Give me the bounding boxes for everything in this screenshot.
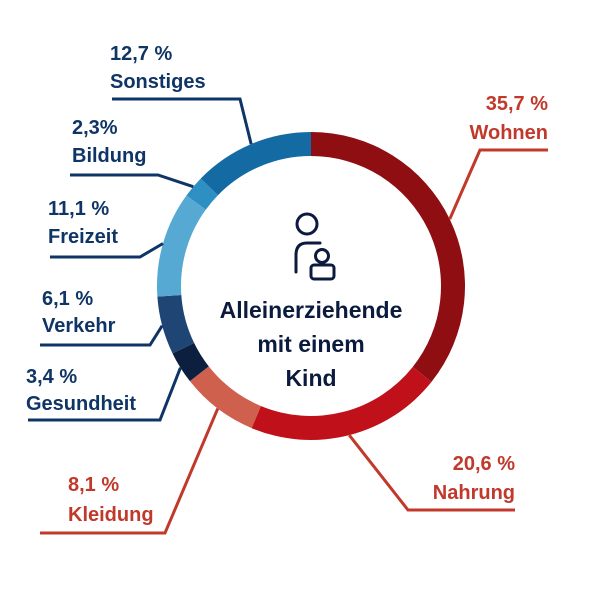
slice-freizeit (157, 195, 206, 297)
slice-wohnen (311, 132, 465, 382)
center-title-line-1: Alleinerziehende (220, 297, 403, 323)
center-title-line-3: Kind (285, 365, 336, 391)
slice-nahrung (251, 366, 432, 440)
slice-bildung (186, 178, 218, 210)
center-title: Alleinerziehende mit einem Kind (220, 297, 403, 391)
slice-verkehr (157, 294, 195, 354)
slice-value-nahrung: 20,6 % (453, 453, 515, 475)
slice-value-bildung: 2,3% (72, 117, 118, 139)
slice-label-bildung: Bildung (72, 145, 146, 167)
slice-label-gesundheit: Gesundheit (26, 393, 136, 415)
slice-labels: 35,7 % Wohnen 20,6 % Nahrung 8,1 % Kleidung 3,… (26, 43, 548, 526)
slice-label-verkehr: Verkehr (42, 315, 116, 337)
slice-value-freizeit: 11,1 % (48, 198, 109, 220)
donut-slices (157, 132, 465, 440)
slice-sonstiges (200, 132, 311, 196)
leader-line-wohnen (448, 148, 548, 220)
leader-line-gesundheit (28, 367, 182, 422)
leader-line-verkehr (40, 324, 164, 347)
slice-value-wohnen: 35,7 % (486, 93, 548, 115)
person-with-child-icon (294, 212, 336, 281)
slice-kleidung (189, 366, 261, 429)
slice-gesundheit (172, 342, 209, 382)
slice-value-gesundheit: 3,4 % (26, 366, 77, 388)
leader-lines (28, 97, 548, 535)
slice-value-kleidung: 8,1 % (68, 474, 119, 496)
leader-line-kleidung (40, 407, 220, 535)
leader-line-freizeit (50, 242, 164, 259)
slice-value-sonstiges: 12,7 % (110, 43, 172, 65)
slice-value-verkehr: 6,1 % (42, 288, 93, 310)
center-title-line-2: mit einem (257, 331, 364, 357)
leader-line-bildung (70, 173, 194, 189)
slice-label-nahrung: Nahrung (433, 482, 515, 504)
leader-line-nahrung (348, 434, 515, 512)
leader-line-sonstiges (112, 97, 253, 145)
slice-label-kleidung: Kleidung (68, 504, 154, 526)
slice-label-freizeit: Freizeit (48, 226, 118, 248)
slice-label-wohnen: Wohnen (469, 122, 548, 144)
slice-label-sonstiges: Sonstiges (110, 71, 206, 93)
